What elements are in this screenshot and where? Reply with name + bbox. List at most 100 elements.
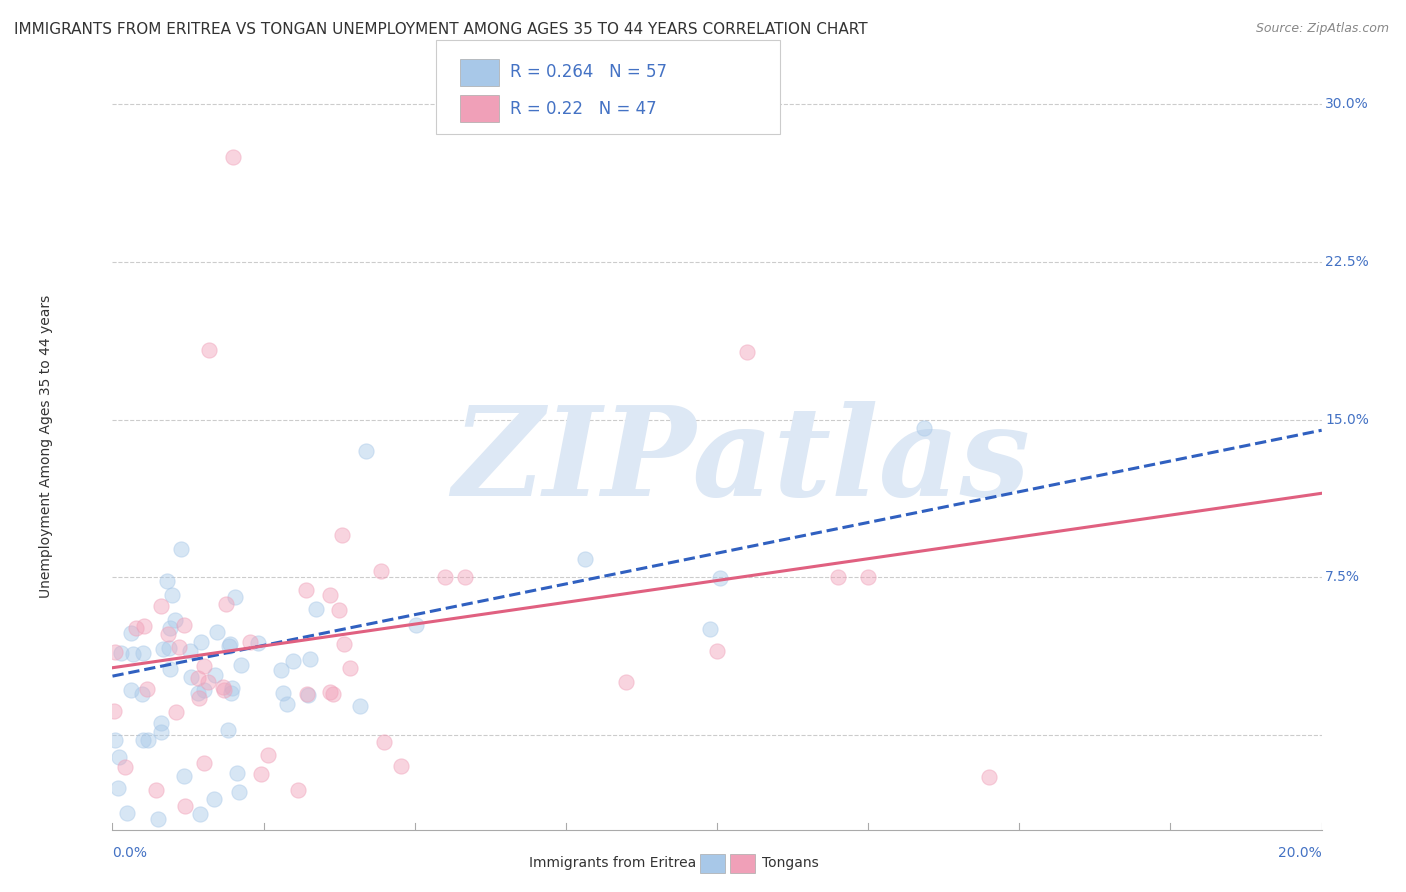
Point bbox=[198, 343, 221, 358]
Point bbox=[132, 646, 155, 660]
Point bbox=[339, 661, 361, 675]
Point bbox=[114, 759, 136, 773]
Point bbox=[205, 625, 228, 640]
Point bbox=[138, 733, 160, 747]
Point bbox=[319, 588, 342, 602]
Point bbox=[349, 699, 371, 714]
Point bbox=[221, 681, 243, 696]
Text: Unemployment Among Ages 35 to 44 years: Unemployment Among Ages 35 to 44 years bbox=[39, 294, 53, 598]
Point bbox=[121, 647, 143, 661]
Point bbox=[104, 645, 127, 659]
Point bbox=[145, 782, 167, 797]
Point bbox=[373, 735, 395, 749]
Point bbox=[159, 662, 181, 676]
Point bbox=[737, 345, 759, 359]
Text: ZIPatlas: ZIPatlas bbox=[453, 401, 1031, 522]
Point bbox=[224, 590, 246, 604]
Point bbox=[239, 635, 262, 649]
Point bbox=[249, 767, 271, 781]
Text: 0.0%: 0.0% bbox=[112, 847, 148, 861]
Point bbox=[159, 621, 181, 635]
Point bbox=[186, 685, 208, 699]
Point bbox=[160, 588, 183, 602]
Point bbox=[246, 635, 269, 649]
Point bbox=[219, 637, 242, 651]
Point bbox=[103, 704, 125, 718]
Text: IMMIGRANTS FROM ERITREA VS TONGAN UNEMPLOYMENT AMONG AGES 35 TO 44 YEARS CORRELA: IMMIGRANTS FROM ERITREA VS TONGAN UNEMPL… bbox=[14, 22, 868, 37]
Point bbox=[283, 654, 305, 668]
Point bbox=[454, 570, 477, 584]
Point bbox=[405, 617, 427, 632]
Text: 7.5%: 7.5% bbox=[1326, 570, 1360, 584]
Point bbox=[150, 599, 173, 613]
Point bbox=[298, 652, 321, 666]
Point bbox=[257, 748, 280, 763]
Text: 20.0%: 20.0% bbox=[1278, 847, 1322, 861]
Point bbox=[190, 634, 212, 648]
Point bbox=[228, 785, 250, 799]
Point bbox=[120, 625, 142, 640]
Point bbox=[222, 150, 245, 164]
Point bbox=[107, 781, 129, 796]
Text: R = 0.264   N = 57: R = 0.264 N = 57 bbox=[510, 63, 668, 81]
Text: Source: ZipAtlas.com: Source: ZipAtlas.com bbox=[1256, 22, 1389, 36]
Point bbox=[217, 723, 239, 737]
Point bbox=[167, 640, 190, 655]
Point bbox=[212, 683, 235, 698]
Point bbox=[295, 583, 318, 598]
Point bbox=[193, 756, 215, 771]
Point bbox=[165, 705, 187, 719]
Point bbox=[132, 733, 155, 747]
Point bbox=[179, 644, 201, 658]
Point bbox=[188, 691, 211, 706]
Point bbox=[574, 551, 596, 566]
Point bbox=[170, 541, 193, 556]
Point bbox=[104, 733, 127, 747]
Point bbox=[297, 687, 319, 701]
Point bbox=[204, 668, 226, 682]
Point bbox=[215, 597, 238, 611]
Point bbox=[157, 641, 180, 656]
Text: 15.0%: 15.0% bbox=[1326, 413, 1369, 426]
Point bbox=[297, 689, 319, 703]
Point bbox=[270, 663, 292, 677]
Point bbox=[108, 750, 131, 764]
Point bbox=[211, 680, 233, 694]
Text: R = 0.22   N = 47: R = 0.22 N = 47 bbox=[510, 100, 657, 118]
Point bbox=[125, 621, 148, 635]
Point bbox=[193, 659, 215, 673]
Point bbox=[319, 685, 342, 699]
Point bbox=[389, 759, 412, 773]
Point bbox=[131, 687, 153, 701]
Point bbox=[218, 639, 240, 653]
Point bbox=[356, 444, 378, 458]
Point bbox=[187, 671, 209, 685]
Point bbox=[163, 613, 186, 627]
Point bbox=[193, 682, 215, 697]
Point bbox=[120, 683, 142, 698]
Point bbox=[706, 644, 728, 658]
Point bbox=[287, 783, 309, 797]
Point bbox=[152, 642, 174, 657]
Point bbox=[912, 421, 935, 435]
Point bbox=[174, 798, 197, 813]
Point bbox=[115, 806, 138, 821]
Point bbox=[328, 603, 350, 617]
Point bbox=[197, 675, 219, 690]
Point bbox=[322, 687, 344, 701]
Point bbox=[226, 766, 249, 780]
Point bbox=[110, 646, 132, 660]
Text: 30.0%: 30.0% bbox=[1326, 97, 1369, 112]
Point bbox=[150, 716, 173, 731]
Point bbox=[827, 570, 849, 584]
Point bbox=[977, 770, 1000, 784]
Point bbox=[149, 725, 172, 739]
Point bbox=[180, 670, 202, 684]
Point bbox=[135, 681, 157, 696]
Point bbox=[856, 570, 880, 584]
Point bbox=[433, 570, 456, 584]
Point bbox=[276, 697, 298, 711]
Text: 22.5%: 22.5% bbox=[1326, 255, 1369, 269]
Point bbox=[616, 675, 638, 690]
Point bbox=[305, 601, 328, 615]
